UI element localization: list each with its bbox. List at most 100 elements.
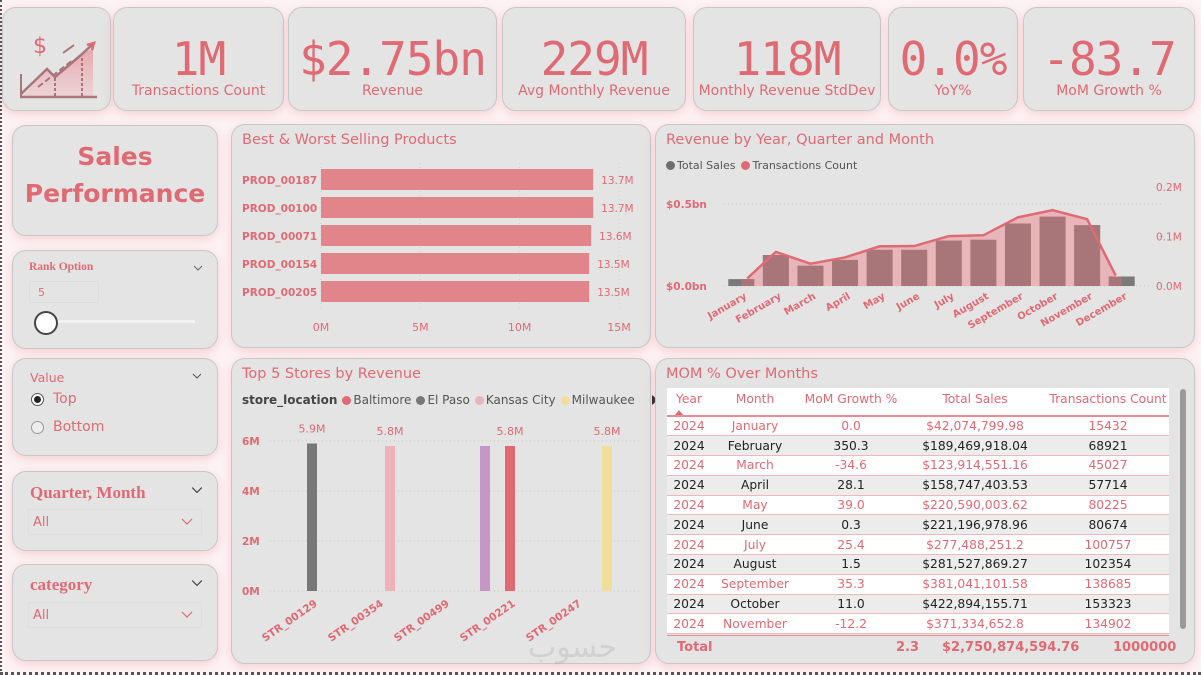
- slicer-title: Value: [30, 370, 65, 385]
- table-cell: 102354: [1047, 554, 1169, 575]
- table-cell: 28.1: [799, 475, 903, 496]
- table-cell: 0.0: [799, 416, 903, 437]
- kpi-label: Revenue: [362, 83, 423, 99]
- mom-table: Year Month MoM Growth % Total Sales Tran…: [667, 388, 1169, 635]
- bar: [321, 253, 590, 274]
- bar-value-label: 5.8M: [497, 425, 524, 438]
- kpi-value: $2.75bn: [299, 32, 487, 86]
- sales-bar-overlay: [901, 249, 928, 286]
- x-tick-label: STR_00221: [458, 598, 518, 645]
- rank-slider-handle[interactable]: [34, 311, 58, 335]
- title-card: Sales Performance: [12, 125, 218, 236]
- table-cell: 45027: [1047, 455, 1169, 476]
- table-cell: April: [711, 475, 799, 496]
- x-tick-label: July: [932, 291, 957, 312]
- kpi-revenue: $2.75bn Revenue: [288, 7, 497, 111]
- table-scrollbar[interactable]: [1180, 389, 1186, 629]
- x-tick-label: STR_00129: [260, 598, 320, 645]
- legend-label[interactable]: Kansas City: [485, 393, 556, 407]
- column-header-year[interactable]: Year: [667, 388, 711, 416]
- table-cell: $158,747,403.53: [903, 475, 1047, 496]
- logo-card: $: [2, 7, 111, 111]
- table-row[interactable]: 2024 November -12.2 $371,334,652.8 134902: [667, 613, 1169, 635]
- table-row[interactable]: 2024 October 11.0 $422,894,155.71 153323: [667, 594, 1169, 615]
- legend-marker: [560, 395, 570, 405]
- y-left-tick: $0.0bn: [666, 281, 707, 293]
- watermark: حسوب: [528, 630, 618, 665]
- chart-legend: store_location Baltimore El Paso Kansas Ci…: [242, 393, 658, 407]
- chevron-down-icon[interactable]: [193, 263, 203, 273]
- table-cell: 15432: [1047, 416, 1169, 437]
- chart-title: Top 5 Stores by Revenue: [242, 366, 421, 382]
- kpi-label: YoY%: [934, 83, 972, 99]
- table-row[interactable]: 2024 May 39.0 $220,590,003.62 80225: [667, 495, 1169, 516]
- rank-slider-track[interactable]: [47, 320, 195, 323]
- sales-bar-overlay: [1074, 225, 1101, 286]
- bar-value-label: 13.5M: [597, 287, 629, 299]
- kpi-label: Avg Monthly Revenue: [518, 83, 670, 99]
- legend-label[interactable]: Transactions Count: [752, 159, 858, 172]
- table-row[interactable]: 2024 March -34.6 $123,914,551.16 45027: [667, 455, 1169, 476]
- table-row[interactable]: 2024 June 0.3 $221,196,978.96 80674: [667, 514, 1169, 536]
- column-header-month[interactable]: Month: [711, 388, 799, 416]
- radio-bottom[interactable]: Bottom: [31, 419, 104, 435]
- table-cell: 25.4: [799, 534, 903, 556]
- table-cell: 2024: [667, 475, 711, 496]
- bar-value-label: 5.8M: [594, 425, 621, 438]
- sort-ascending-icon[interactable]: [675, 410, 683, 415]
- quarter-month-dropdown[interactable]: All: [28, 509, 202, 535]
- total-sales: $2,750,874,594.76: [942, 640, 1080, 655]
- x-tick-label: STR_00499: [392, 598, 452, 645]
- legend-label[interactable]: Total Sales: [677, 159, 736, 172]
- chevron-down-icon[interactable]: [181, 517, 193, 527]
- table-cell: 134902: [1047, 613, 1169, 635]
- sales-bar-overlay: [935, 240, 962, 286]
- chevron-down-icon[interactable]: [191, 484, 203, 496]
- table-cell: 2024: [667, 574, 711, 595]
- y-category-label: PROD_00100: [242, 203, 317, 215]
- mom-table-card: MOM % Over Months Year Month MoM Growth …: [655, 358, 1195, 664]
- column-header-total-sales[interactable]: Total Sales: [903, 388, 1047, 416]
- table-row[interactable]: 2024 January 0.0 $42,074,799.98 15432: [667, 416, 1169, 437]
- legend-label[interactable]: Milwaukee: [571, 393, 635, 407]
- chevron-down-icon[interactable]: [191, 577, 203, 589]
- table-row[interactable]: 2024 September 35.3 $381,041,101.58 138685: [667, 574, 1169, 595]
- legend-label[interactable]: Baltimore: [353, 393, 412, 407]
- legend-next-arrow-icon[interactable]: [651, 395, 658, 405]
- table-row[interactable]: 2024 February 350.3 $189,469,918.04 68921: [667, 435, 1169, 457]
- chevron-down-icon[interactable]: [192, 371, 202, 381]
- category-dropdown[interactable]: All: [28, 602, 202, 628]
- kpi-label: Monthly Revenue StdDev: [698, 83, 876, 99]
- table-header-row: Year Month MoM Growth % Total Sales Tran…: [667, 388, 1169, 416]
- bar: [321, 281, 590, 302]
- page-title: Sales Performance: [13, 138, 217, 212]
- table-row[interactable]: 2024 July 25.4 $277,488,251.2 100757: [667, 534, 1169, 556]
- radio-unselected-icon[interactable]: [31, 420, 44, 434]
- table-cell: 2024: [667, 514, 711, 536]
- column-header-transactions[interactable]: Transactions Count: [1047, 388, 1169, 416]
- chevron-down-icon[interactable]: [181, 610, 193, 620]
- y-tick-label: 6M: [242, 436, 260, 448]
- table-cell: February: [711, 435, 799, 457]
- legend-marker-total-sales: [666, 161, 675, 170]
- table-row[interactable]: 2024 April 28.1 $158,747,403.53 57714: [667, 475, 1169, 496]
- store-bar: [385, 446, 395, 591]
- legend-label[interactable]: El Paso: [427, 393, 470, 407]
- table-cell: 2024: [667, 455, 711, 476]
- radio-top[interactable]: Top: [31, 391, 77, 407]
- column-header-mom[interactable]: MoM Growth %: [799, 388, 903, 416]
- revenue-by-month-chart: Revenue by Year, Quarter and Month Total…: [655, 124, 1195, 348]
- x-tick-label: 5M: [412, 321, 429, 334]
- store-bar: [480, 446, 490, 591]
- x-tick-label: 15M: [607, 321, 631, 334]
- table-cell: 350.3: [799, 435, 903, 457]
- sales-bar-overlay: [1108, 276, 1122, 286]
- table-cell: March: [711, 455, 799, 476]
- bar-value-label: 13.5M: [597, 259, 629, 271]
- table-row[interactable]: 2024 August 1.5 $281,527,869.27 102354: [667, 554, 1169, 575]
- table-total-divider: [667, 635, 1169, 636]
- radio-selected-icon[interactable]: [31, 392, 44, 406]
- value-slicer: Value Top Bottom: [12, 358, 218, 456]
- rank-value-input[interactable]: 5: [29, 281, 99, 303]
